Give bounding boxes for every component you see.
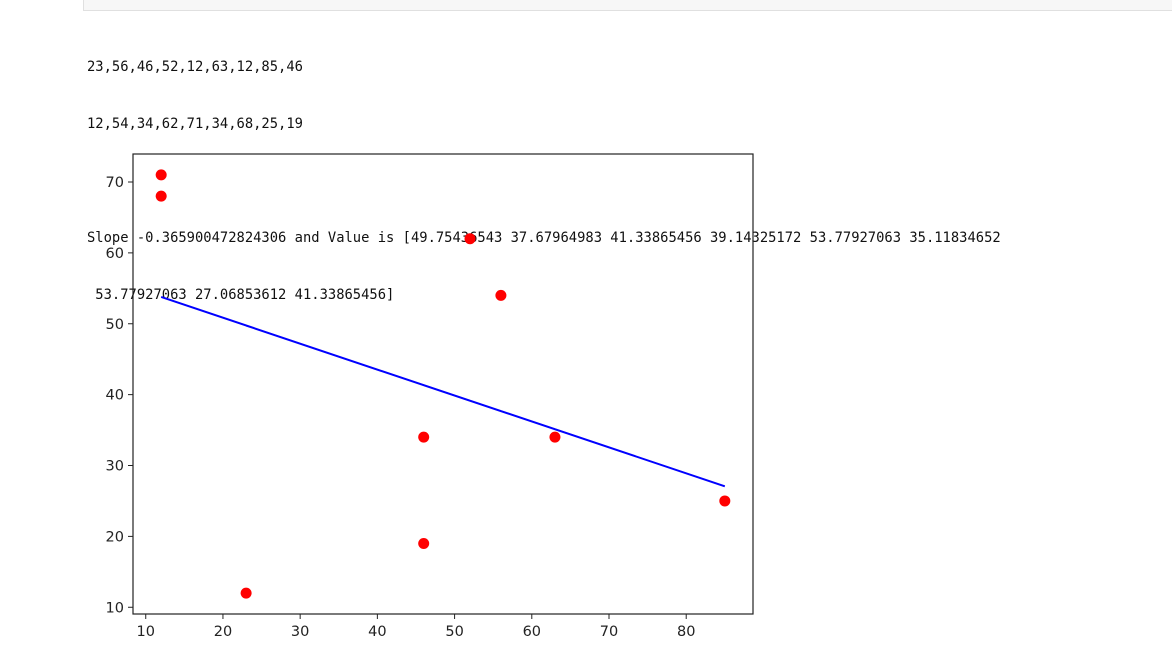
- scatter-chart: 10 20 30 40 50 60 70 80 10 20 30 40 50 60 70: [106, 153, 754, 640]
- y-tick-label: 20: [106, 529, 124, 545]
- y-tick-label: 30: [106, 459, 124, 475]
- output-line-values-cont: 53.77927063 27.06853612 41.33865456]: [87, 287, 395, 303]
- plot-frame: [132, 153, 754, 615]
- x-tick-label: 40: [368, 624, 386, 640]
- scatter-point: [464, 233, 476, 245]
- scatter-point: [719, 495, 731, 507]
- x-tick-label: 20: [214, 624, 232, 640]
- scatter-point: [418, 537, 430, 549]
- code-cell-text: ": [90, 0, 98, 7]
- code-cell-input[interactable]: ": [83, 0, 1172, 11]
- x-tick-label: 80: [677, 624, 695, 640]
- regression-line: [160, 296, 726, 488]
- output-line-slope: Slope -0.365900472824306 and Value is [4…: [87, 230, 1001, 246]
- scatter-point: [240, 587, 252, 599]
- scatter-point: [155, 190, 167, 202]
- y-tick-label: 10: [106, 600, 124, 616]
- x-tick-label: 30: [291, 624, 309, 640]
- cell-output: 23,56,46,52,12,63,12,85,46 12,54,34,62,7…: [87, 20, 1001, 324]
- output-line-x-values: 23,56,46,52,12,63,12,85,46: [87, 59, 303, 75]
- y-tick-label: 60: [106, 246, 124, 262]
- y-tick-label: 50: [106, 317, 124, 333]
- x-tick-label: 10: [137, 624, 155, 640]
- scatter-point: [155, 169, 167, 181]
- x-tick-label: 70: [600, 624, 618, 640]
- scatter-point: [495, 289, 507, 301]
- output-line-y-values: 12,54,34,62,71,34,68,25,19: [87, 116, 303, 132]
- y-tick-label: 40: [106, 388, 124, 404]
- scatter-point: [549, 431, 561, 443]
- y-tick-label: 70: [106, 175, 124, 191]
- x-tick-label: 50: [445, 624, 463, 640]
- x-tick-label: 60: [523, 624, 541, 640]
- scatter-point: [418, 431, 430, 443]
